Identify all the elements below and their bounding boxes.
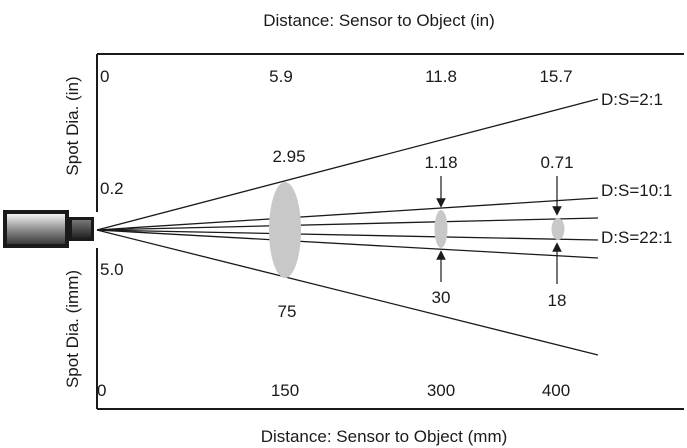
beam-22-1-lower xyxy=(96,229,599,241)
spot-ellipse-medium xyxy=(434,210,448,248)
sensor-device-icon xyxy=(3,210,94,248)
top-axis-title: Distance: Sensor to Object (in) xyxy=(263,11,494,30)
sensor-spot-in-value: 0.2 xyxy=(100,179,124,198)
spot-in-large: 2.95 xyxy=(272,147,305,166)
beam-10-1-upper xyxy=(96,197,599,231)
tick-mm-0: 0 xyxy=(97,381,106,400)
spot-mm-large: 75 xyxy=(278,302,297,321)
left-label-spot-in: Spot Dia. (in) xyxy=(63,76,82,175)
beam-2-1-upper xyxy=(96,98,599,231)
bottom-axis-title: Distance: Sensor to Object (mm) xyxy=(261,427,508,446)
spot-ellipse-large xyxy=(269,182,301,278)
spot-in-medium: 1.18 xyxy=(424,153,457,172)
sensor-spot-mm-value: 5.0 xyxy=(100,260,124,279)
left-label-spot-mm: Spot Dia. (imm) xyxy=(63,270,82,388)
beam-2-1-lower xyxy=(96,229,599,356)
tick-in-1: 5.9 xyxy=(269,67,293,86)
tick-in-0: 0 xyxy=(100,67,109,86)
tick-in-3: 15.7 xyxy=(539,67,572,86)
ratio-label-22-1: D:S=22:1 xyxy=(601,228,672,247)
ratio-label-10-1: D:S=10:1 xyxy=(601,181,672,200)
spot-mm-medium: 30 xyxy=(432,288,451,307)
beam-22-1-upper xyxy=(96,217,599,231)
tick-mm-2: 300 xyxy=(427,381,455,400)
tick-mm-3: 400 xyxy=(542,381,570,400)
beam-10-1-lower xyxy=(96,229,599,259)
tick-in-2: 11.8 xyxy=(425,67,457,86)
spot-ellipse-small xyxy=(551,218,565,240)
spot-mm-small: 18 xyxy=(548,291,567,310)
spot-in-small: 0.71 xyxy=(540,153,573,172)
tick-mm-1: 150 xyxy=(271,381,299,400)
ratio-label-2-1: D:S=2:1 xyxy=(601,90,663,109)
